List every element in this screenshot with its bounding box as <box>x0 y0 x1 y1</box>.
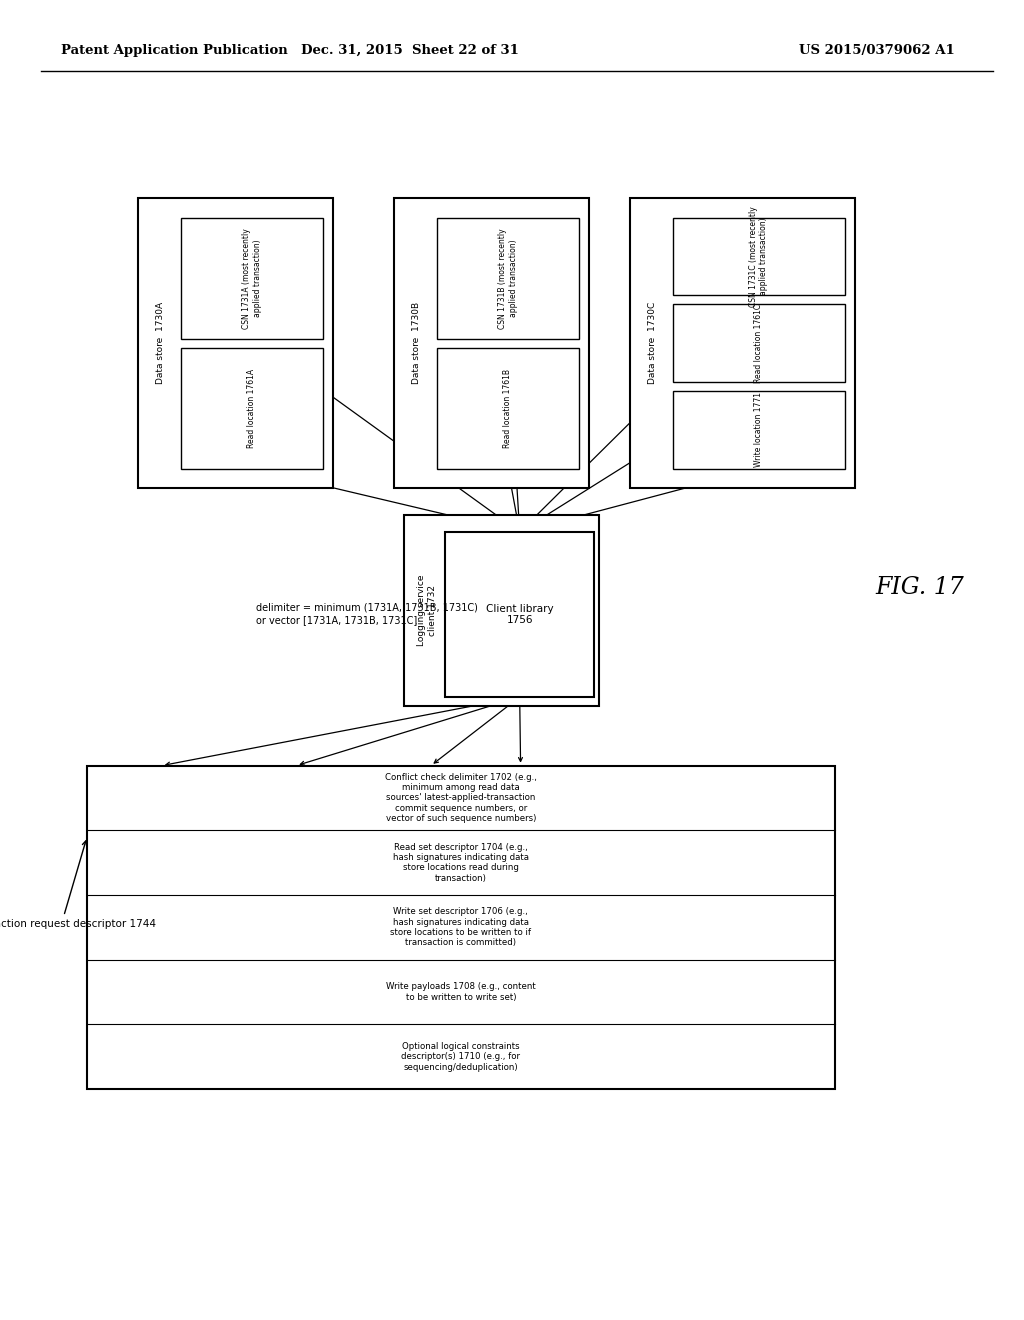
Text: FIG. 17: FIG. 17 <box>876 576 965 599</box>
Text: Client library
1756: Client library 1756 <box>485 603 554 626</box>
Text: Transaction request descriptor 1744: Transaction request descriptor 1744 <box>0 841 156 929</box>
Bar <box>181 218 323 339</box>
Text: Write payloads 1708 (e.g., content
to be written to write set): Write payloads 1708 (e.g., content to be… <box>386 982 536 1002</box>
Text: US 2015/0379062 A1: US 2015/0379062 A1 <box>799 44 954 57</box>
Text: Read location 1761A: Read location 1761A <box>248 368 256 447</box>
Bar <box>181 348 323 469</box>
Text: Optional logical constraints
descriptor(s) 1710 (e.g., for
sequencing/deduplicat: Optional logical constraints descriptor(… <box>401 1041 520 1072</box>
Text: Logging service
client 1732: Logging service client 1732 <box>418 574 436 647</box>
Text: Patent Application Publication: Patent Application Publication <box>61 44 288 57</box>
Text: Write set descriptor 1706 (e.g.,
hash signatures indicating data
store locations: Write set descriptor 1706 (e.g., hash si… <box>390 907 531 948</box>
Bar <box>437 218 579 339</box>
Bar <box>138 198 333 488</box>
Text: delimiter = minimum (1731A, 1731B, 1731C)
or vector [1731A, 1731B, 1731C]: delimiter = minimum (1731A, 1731B, 1731C… <box>256 603 478 624</box>
Bar <box>673 305 845 381</box>
Text: Read location 1761B: Read location 1761B <box>504 368 512 447</box>
Bar <box>394 198 589 488</box>
Text: Dec. 31, 2015  Sheet 22 of 31: Dec. 31, 2015 Sheet 22 of 31 <box>301 44 518 57</box>
Text: CSN 1731A (most recently
applied transaction): CSN 1731A (most recently applied transac… <box>243 228 261 329</box>
Text: Read set descriptor 1704 (e.g.,
hash signatures indicating data
store locations : Read set descriptor 1704 (e.g., hash sig… <box>393 842 528 883</box>
Bar <box>437 348 579 469</box>
Text: Write location 1771: Write location 1771 <box>755 392 763 467</box>
Text: Data store  1730B: Data store 1730B <box>413 302 421 384</box>
Text: Read location 1761C: Read location 1761C <box>755 304 763 383</box>
Text: Data store  1730A: Data store 1730A <box>157 302 165 384</box>
Bar <box>445 532 594 697</box>
Bar <box>630 198 855 488</box>
Bar <box>404 515 599 706</box>
Bar <box>673 391 845 469</box>
Bar <box>87 766 835 1089</box>
Text: Data store  1730C: Data store 1730C <box>648 302 656 384</box>
Text: Conflict check delimiter 1702 (e.g.,
minimum among read data
sources' latest-app: Conflict check delimiter 1702 (e.g., min… <box>385 772 537 824</box>
Bar <box>673 218 845 296</box>
Text: CSN 1731C (most recently
applied transaction): CSN 1731C (most recently applied transac… <box>750 206 768 306</box>
Text: CSN 1731B (most recently
applied transaction): CSN 1731B (most recently applied transac… <box>499 228 517 329</box>
